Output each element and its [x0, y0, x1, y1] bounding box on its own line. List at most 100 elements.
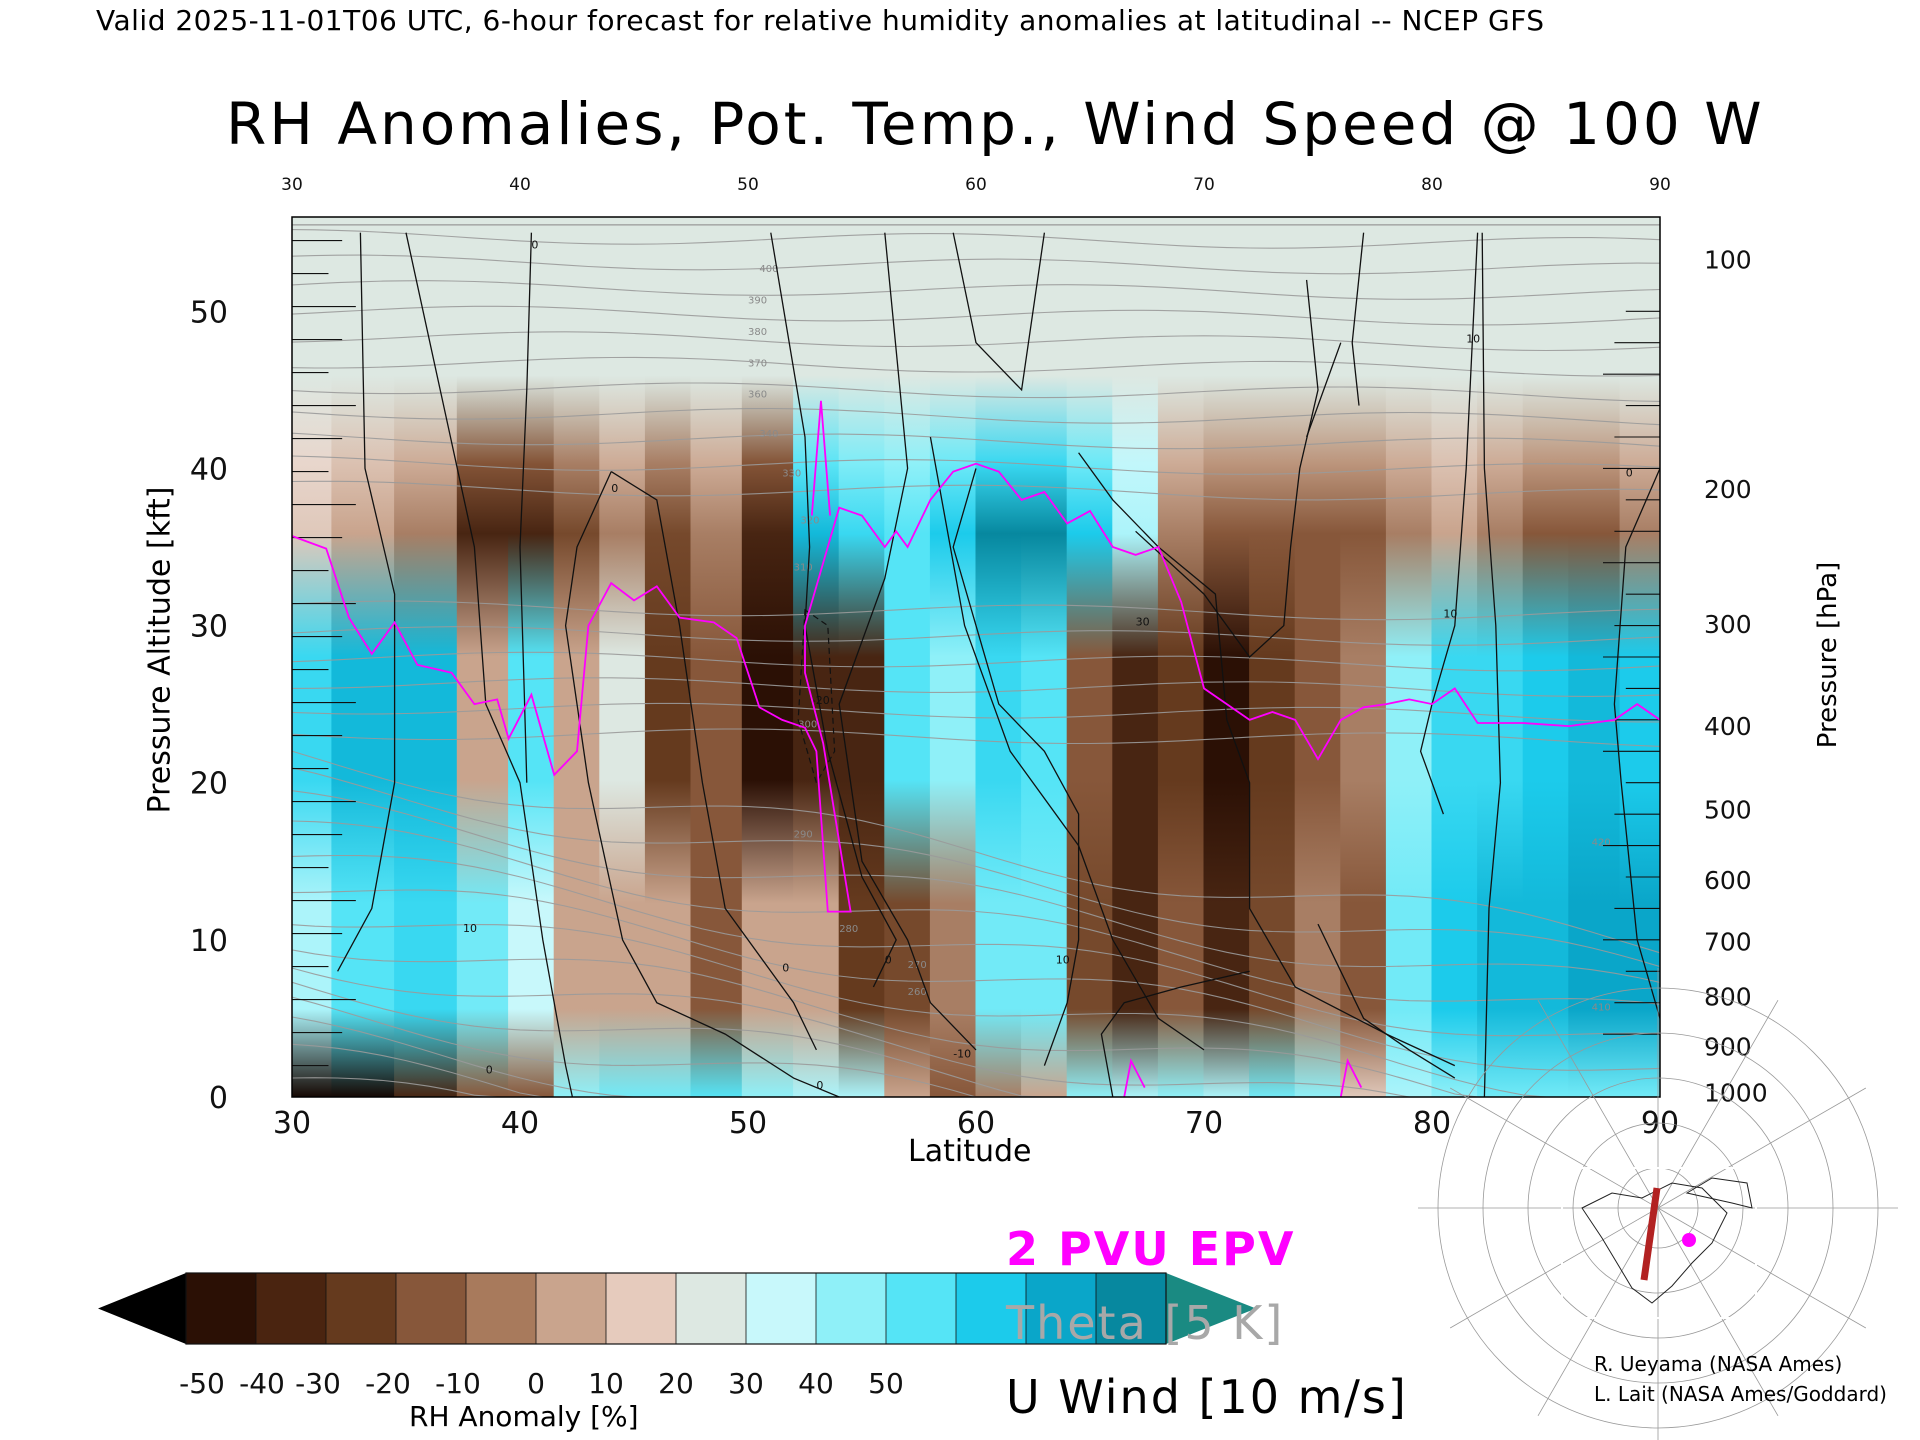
inset-map — [1418, 968, 1898, 1440]
theta-contour — [292, 626, 1660, 646]
rh-column — [1066, 217, 1114, 1097]
inset-map-meridian — [1657, 1087, 1867, 1209]
y-axis-left: 0 10 20 30 40 50 — [190, 295, 228, 1116]
rh-column — [929, 217, 977, 1097]
u-wind-contour — [1613, 468, 1660, 1019]
rh-column — [690, 217, 743, 1097]
y-tick-label-40: 40 — [190, 452, 228, 487]
rh-column — [1249, 217, 1296, 1097]
rh-column — [1157, 217, 1205, 1097]
rh-column — [394, 217, 458, 1097]
y-axis-label-left: Pressure Altitude [kft] — [142, 486, 178, 814]
colorbar-segment — [466, 1273, 536, 1344]
theta-label: 400 — [759, 264, 778, 275]
plot-frame — [291, 216, 1661, 1098]
theta-label: 420 — [1592, 838, 1611, 849]
theta-label: 300 — [798, 720, 817, 731]
colorbar-segment — [256, 1273, 326, 1344]
rh-column — [1522, 217, 1570, 1097]
theta-label: 340 — [759, 429, 778, 440]
x-tick-label-50: 50 — [729, 1106, 767, 1141]
colorbar-tick--20: -20 — [365, 1367, 411, 1400]
inset-map-meridian — [1449, 1207, 1659, 1329]
credit-line-1: R. Ueyama (NASA Ames) — [1594, 1352, 1843, 1376]
theta-contour — [292, 981, 1660, 1097]
legend-theta: Theta [5 K] — [1006, 1296, 1285, 1350]
theta-contour — [292, 1043, 1660, 1097]
y-tick-label-10: 10 — [190, 924, 228, 959]
theta-contour — [292, 702, 1660, 723]
colorbar-tick--10: -10 — [435, 1367, 481, 1400]
theta-contour — [292, 480, 1660, 501]
colorbar-segment — [396, 1273, 466, 1344]
theta-contour — [292, 382, 1660, 402]
theta-contour — [292, 305, 1660, 326]
colorbar-tick-50: 50 — [868, 1367, 904, 1400]
epv-2pvu-line — [292, 400, 1660, 1097]
rh-column — [1477, 217, 1524, 1097]
theta-contour — [292, 924, 1660, 1097]
u-wind-contour-negative — [797, 608, 836, 785]
rh-column — [838, 217, 886, 1097]
colorbar-tick--50: -50 — [179, 1367, 225, 1400]
u-wind-contour — [1100, 970, 1250, 1097]
u-wind-contour — [1135, 279, 1319, 658]
theta-contour — [292, 790, 1660, 984]
theta-contour — [292, 600, 1660, 621]
u-wind-contour — [1351, 232, 1365, 406]
rh-column — [553, 217, 601, 1097]
theta-contours: 2602702802903003103203303403603703803904… — [292, 224, 1660, 1097]
epv-2pvu-surface-spike — [1123, 1058, 1146, 1097]
colorbar-tick--40: -40 — [239, 1367, 285, 1400]
credit-line-2: L. Lait (NASA Ames/Goddard) — [1594, 1382, 1887, 1406]
u-wind-contour — [519, 232, 533, 783]
pressure-tick-label-1000: 1000 — [1704, 1078, 1768, 1107]
colorbar-tick-40: 40 — [798, 1367, 834, 1400]
u-wind-label: 0 — [782, 961, 789, 974]
theta-label: 310 — [794, 563, 813, 574]
u-wind-contour — [1078, 452, 1456, 1067]
theta-label: 370 — [748, 358, 767, 369]
theta-label: 360 — [748, 390, 767, 401]
colorbar-segment — [536, 1273, 606, 1344]
x-tick-label-80: 80 — [1413, 1106, 1451, 1141]
pressure-tick-label-100: 100 — [1704, 245, 1752, 274]
colorbar-tick-10: 10 — [588, 1367, 624, 1400]
x-tick-label-top-90: 90 — [1649, 175, 1671, 195]
u-wind-contour — [337, 232, 396, 972]
inset-map-coastline — [1581, 1182, 1728, 1304]
theta-label: 390 — [748, 295, 767, 306]
pressure-tick-label-700: 700 — [1704, 927, 1752, 956]
colorbar: -50 -40 -30 -20 -10 0 10 20 30 40 50 — [98, 1272, 1256, 1400]
rh-column — [793, 217, 840, 1097]
u-wind-label: 10 — [1466, 333, 1480, 346]
u-wind-contour — [929, 436, 1205, 1051]
theta-label: 280 — [839, 924, 858, 935]
u-wind-contour — [952, 232, 1046, 392]
theta-contour — [292, 949, 1660, 1097]
u-wind-label: -10 — [953, 1048, 971, 1061]
x-tick-label-top-80: 80 — [1421, 175, 1443, 195]
theta-label: 410 — [1592, 1003, 1611, 1014]
colorbar-tick--30: -30 — [295, 1367, 341, 1400]
x-tick-label-40: 40 — [501, 1106, 539, 1141]
y-tick-label-0: 0 — [209, 1081, 228, 1116]
u-wind-label: 10 — [1056, 953, 1070, 966]
inset-map-meridian — [1657, 1207, 1867, 1329]
y-tick-label-20: 20 — [190, 767, 228, 802]
theta-contour — [292, 677, 1660, 697]
inset-map-frame — [1561, 1167, 1757, 1319]
epv-2pvu-surface-spike — [1339, 1058, 1363, 1097]
rh-column — [508, 217, 555, 1097]
theta-label: 260 — [908, 987, 927, 998]
x-tick-label-30: 30 — [273, 1106, 311, 1141]
theta-label: 290 — [794, 830, 813, 841]
pressure-tick-label-300: 300 — [1704, 610, 1752, 639]
theta-contour — [292, 820, 1660, 1005]
colorbar-tick-20: 20 — [658, 1367, 694, 1400]
theta-contour — [292, 1016, 1660, 1097]
theta-label: 320 — [800, 515, 819, 526]
u-wind-label: 0 — [486, 1063, 493, 1076]
colorbar-segment — [746, 1273, 816, 1344]
